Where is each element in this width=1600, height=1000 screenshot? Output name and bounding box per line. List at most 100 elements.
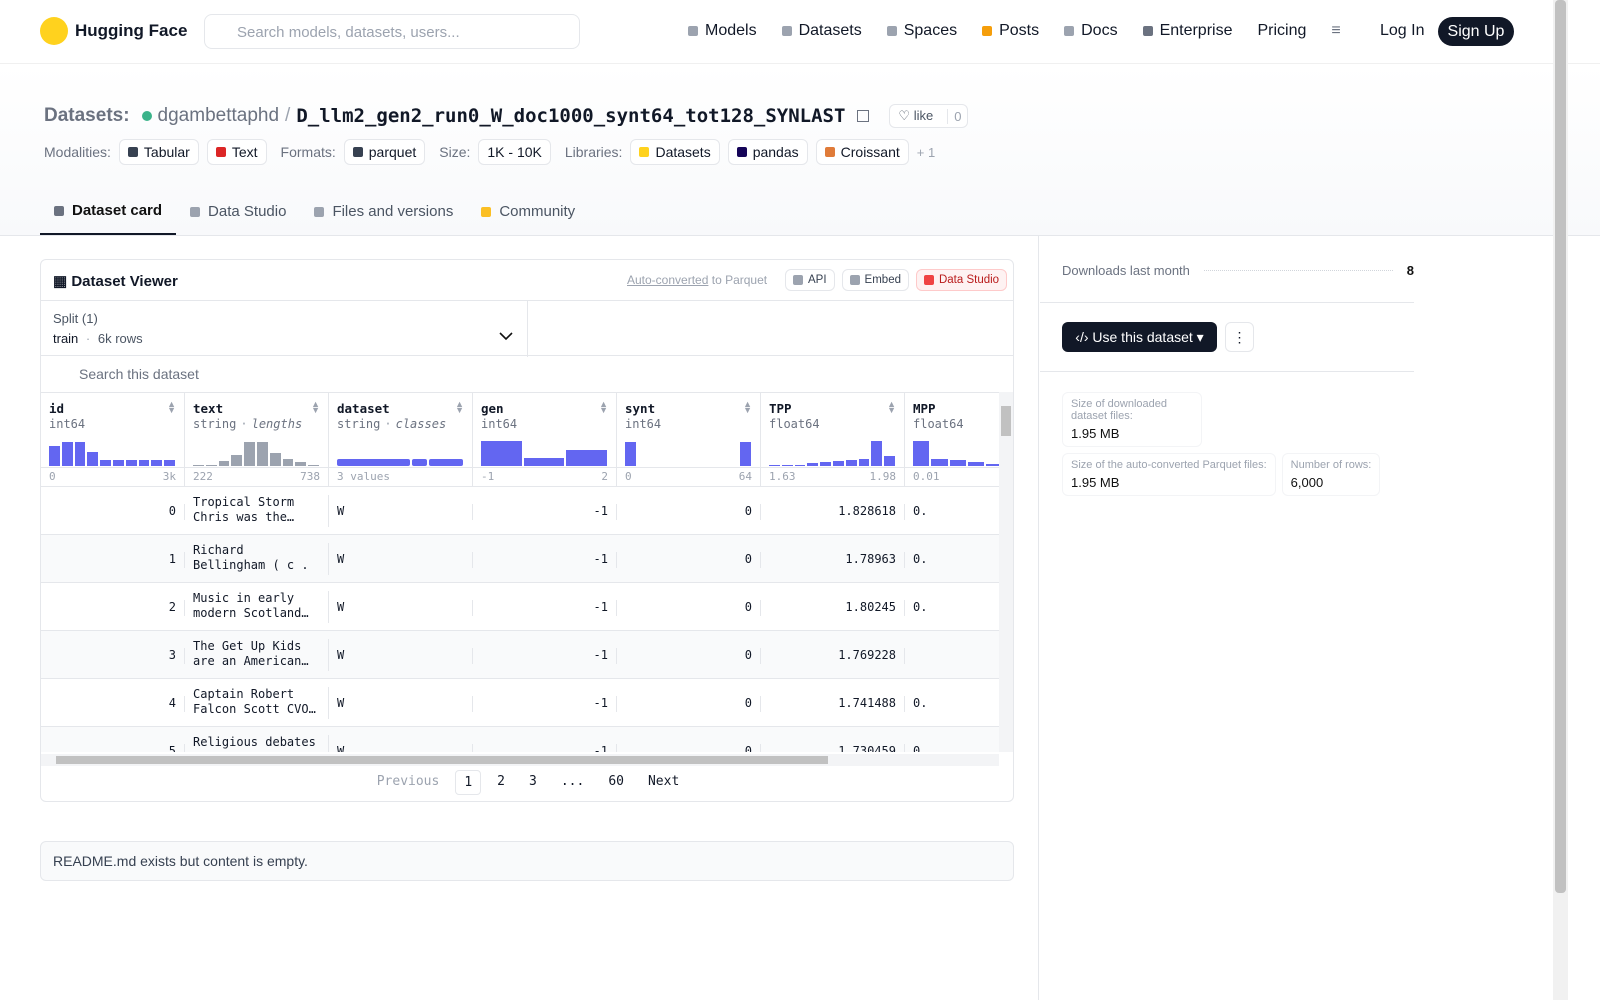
page[interactable]: 60 <box>608 774 624 789</box>
range-divider <box>761 467 904 468</box>
tag[interactable]: 1K - 10K <box>478 139 551 165</box>
table-cell: 2 <box>41 600 185 616</box>
copy-icon[interactable] <box>857 110 870 122</box>
tab[interactable]: Community <box>467 188 589 235</box>
tag[interactable]: pandas <box>727 139 808 165</box>
owner[interactable]: dgambettaphd <box>157 105 280 126</box>
sort-icon[interactable]: ▲ ▼ <box>167 399 176 415</box>
range-divider <box>473 467 616 468</box>
table-cell: 1.80245 <box>761 600 905 616</box>
section[interactable]: Datasets: <box>44 105 130 126</box>
page-scrollbar[interactable] <box>1553 0 1568 1000</box>
table-cell: 0 <box>617 696 761 712</box>
nav-link[interactable]: Posts <box>982 22 1039 40</box>
logo[interactable] <box>40 17 68 45</box>
type-kind: classes <box>395 417 447 431</box>
tab[interactable]: Files and versions <box>300 188 467 235</box>
table-cell: 1.730459 <box>761 744 905 752</box>
nav-link[interactable]: Pricing <box>1257 22 1306 40</box>
histogram-bar <box>282 459 294 466</box>
table-cell: -1 <box>473 744 617 752</box>
sort-icon[interactable]: ▲ ▼ <box>311 399 320 415</box>
tag-text: 1K - 10K <box>487 144 542 160</box>
brand[interactable]: Hugging Face <box>75 21 188 40</box>
icon <box>793 275 803 285</box>
table-row <box>41 487 999 535</box>
column-header: TPP ▲ ▼ float64 1.63 1.98 <box>761 393 905 487</box>
viewer-search[interactable]: Search this dataset <box>79 366 199 382</box>
table-cell: 1.78963 <box>761 552 905 568</box>
more-tags[interactable]: + 1 <box>916 144 936 160</box>
page[interactable]: 2 <box>497 774 505 789</box>
viewer-button[interactable]: Data Studio <box>915 269 1008 291</box>
histogram-bar <box>833 461 844 466</box>
nav-link[interactable]: Models <box>688 22 757 40</box>
sort-icon[interactable]: ▲ ▼ <box>599 399 608 415</box>
tab[interactable]: Dataset card <box>40 188 177 235</box>
tab-label: Dataset card <box>72 202 163 219</box>
pagination: Previous 1 2 3... 60 Next <box>41 770 1013 795</box>
menu-icon[interactable]: ≡ <box>1331 22 1341 39</box>
table-cell: -1 <box>473 552 617 568</box>
signup[interactable]: Sign Up <box>1438 17 1514 46</box>
h-scrollbar[interactable] <box>41 754 999 766</box>
search-box[interactable]: Search models, datasets, users... <box>204 14 580 49</box>
next[interactable]: Next <box>647 774 680 789</box>
like-button[interactable]: ♡ like 0 <box>889 104 969 128</box>
sort-icon[interactable]: ▲ ▼ <box>887 399 896 415</box>
tab[interactable]: Data Studio <box>176 188 300 235</box>
histogram-bar <box>295 462 307 466</box>
column-min: -1 <box>481 470 495 483</box>
histogram-bar <box>794 465 806 466</box>
page[interactable]: ... <box>560 774 585 789</box>
sort-icon[interactable]: ▲ ▼ <box>743 399 752 415</box>
table-cell: Tropical Storm Chris was the… <box>185 495 329 527</box>
split-rows: 6k rows <box>97 331 143 346</box>
histogram-bar <box>125 460 137 466</box>
chevron[interactable] <box>499 331 513 341</box>
tag[interactable]: Croissant <box>815 139 909 165</box>
nav-link-text: Spaces <box>903 22 958 39</box>
histogram-bar <box>858 459 870 466</box>
nav-link-text: Pricing <box>1257 22 1307 39</box>
nav-link[interactable]: Spaces <box>886 22 958 40</box>
v-scrollbar[interactable] <box>999 392 1013 752</box>
histogram-bar <box>967 462 985 466</box>
use-dataset-button[interactable]: ‹/› Use this dataset ▾ <box>1062 322 1217 352</box>
tag[interactable]: Text <box>206 139 267 165</box>
histogram-bar <box>913 441 930 466</box>
split-select[interactable]: train · 6k rows <box>53 331 143 346</box>
tag[interactable]: Tabular <box>118 139 199 165</box>
column-min: 0.01 <box>913 470 940 483</box>
more-button[interactable]: ⋮ <box>1225 322 1254 352</box>
table-cell: 0. <box>905 696 999 712</box>
tag-text: Datasets <box>655 144 711 160</box>
dot: · <box>240 417 248 431</box>
previous[interactable]: Previous <box>376 774 440 789</box>
page[interactable]: 3 <box>529 774 537 789</box>
tag[interactable]: parquet <box>343 139 426 165</box>
auto-link[interactable]: Auto-converted <box>627 273 709 287</box>
nav-link[interactable]: Datasets <box>781 22 862 40</box>
icon <box>982 26 993 36</box>
tab-label: Files and versions <box>332 203 454 220</box>
table-cell: -1 <box>473 504 617 520</box>
nav-link-text: Docs <box>1081 22 1118 39</box>
icon <box>923 275 934 285</box>
sort-icon[interactable]: ▲ ▼ <box>455 399 464 415</box>
table-cell: 0 <box>617 744 761 752</box>
table-cell: 0 <box>617 552 761 568</box>
nav-link[interactable]: Docs <box>1064 22 1118 40</box>
tag-group-label: Libraries: <box>564 144 623 160</box>
icon <box>54 205 64 216</box>
tag[interactable]: Datasets <box>630 139 720 165</box>
range-divider <box>905 467 999 468</box>
repo-name[interactable]: D_llm2_gen2_run0_W_doc1000_synt64_tot128… <box>296 105 846 127</box>
viewer-button[interactable]: API <box>785 269 835 291</box>
login[interactable]: Log In <box>1380 22 1425 39</box>
viewer-button[interactable]: Embed <box>841 269 909 291</box>
tag-text: Tabular <box>143 144 190 160</box>
page[interactable]: 1 <box>455 770 482 795</box>
nav-link[interactable]: Enterprise <box>1142 22 1232 40</box>
